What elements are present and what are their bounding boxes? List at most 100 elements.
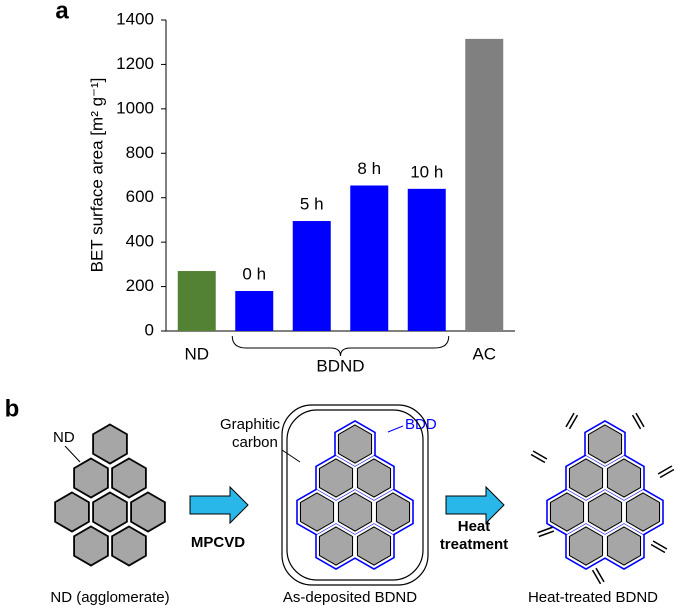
- x-tick-label: AC: [472, 344, 496, 363]
- nanodiamond-edge: [74, 526, 108, 566]
- graphitic-carbon: [281, 404, 429, 586]
- y-tick-label: 800: [126, 143, 154, 162]
- nanodiamond: [73, 457, 109, 499]
- nanodiamond-edge: [300, 492, 334, 532]
- y-tick-label: 600: [126, 187, 154, 206]
- y-tick-label: 1200: [116, 54, 154, 73]
- nanodiamond-edge: [112, 458, 146, 498]
- graphitic-fragment: [591, 569, 602, 585]
- caption: ND (agglomerate): [50, 589, 169, 606]
- y-tick-label: 400: [126, 232, 154, 251]
- graphitic-fragment: [631, 414, 642, 430]
- graphitic-fragment: [568, 414, 579, 430]
- carbon-label: carbon: [232, 434, 278, 451]
- graphitic-fragment: [657, 465, 673, 475]
- bar: [407, 188, 446, 331]
- bar: [465, 38, 504, 331]
- nanodiamond-edge: [338, 424, 372, 464]
- nanodiamond-edge: [588, 492, 622, 532]
- nanodiamond: [566, 455, 606, 501]
- nanodiamond-edge: [131, 492, 165, 532]
- nanodiamond-edge: [55, 492, 89, 532]
- graphitic-fragment: [650, 543, 666, 554]
- bar: [177, 271, 216, 331]
- group-brace: [231, 335, 450, 357]
- nanodiamond-edge: [607, 526, 641, 566]
- nanodiamond-edge: [319, 458, 353, 498]
- y-tick-label: 0: [145, 320, 154, 339]
- nanodiamond-edge: [112, 526, 146, 566]
- y-axis-label: BET surface area [m² g⁻¹]: [87, 78, 106, 273]
- graphitic-fragment: [530, 453, 546, 464]
- nanodiamond-edge: [74, 458, 108, 498]
- group-label: BDND: [316, 356, 364, 375]
- step-label: MPCVD: [191, 534, 245, 551]
- nanodiamond: [354, 455, 394, 501]
- bar: [235, 291, 274, 331]
- nanodiamond: [335, 489, 375, 535]
- nd-label: ND: [53, 429, 75, 446]
- nanodiamond-edge: [588, 424, 622, 464]
- nanodiamond: [92, 423, 128, 465]
- nanodiamond-edge: [376, 492, 410, 532]
- bar: [292, 221, 331, 331]
- nanodiamond: [54, 491, 90, 533]
- bdd-label: BDD: [405, 416, 437, 433]
- graphitic-fragment: [537, 526, 553, 534]
- bar-label: 5 h: [300, 195, 324, 214]
- nanodiamond: [354, 523, 394, 569]
- diagram: MPCVD Heat treatment ND Graphitic carbon…: [50, 404, 675, 606]
- graphitic-fragment: [532, 450, 548, 460]
- nanodiamond-edge: [93, 424, 127, 464]
- arrow: [189, 485, 249, 525]
- graphitic-fragment: [538, 530, 555, 538]
- nanodiamond-edge: [357, 526, 391, 566]
- nanodiamond-edge: [338, 492, 372, 532]
- nanodiamond: [604, 523, 644, 569]
- graphitic-carbon: [286, 409, 424, 581]
- bar: [350, 185, 389, 331]
- nanodiamond: [585, 421, 625, 467]
- y-tick-label: 1400: [116, 9, 154, 28]
- graphitic-fragment: [659, 468, 675, 479]
- nanodiamond: [130, 491, 166, 533]
- bar-label: 0 h: [242, 264, 266, 283]
- nanodiamond: [566, 523, 606, 569]
- nanodiamond: [111, 525, 147, 567]
- nanodiamond: [92, 491, 128, 533]
- nanodiamond-edge: [607, 458, 641, 498]
- arrow: [445, 485, 505, 525]
- nanodiamond: [316, 523, 356, 569]
- carbon-label: Graphitic: [220, 416, 281, 433]
- nanodiamond: [316, 455, 356, 501]
- nanodiamond: [335, 421, 375, 467]
- y-tick-label: 1000: [116, 98, 154, 117]
- nanodiamond: [373, 489, 413, 535]
- nanodiamond-edge: [319, 526, 353, 566]
- nanodiamond: [623, 489, 663, 535]
- bar-label: 8 h: [357, 159, 381, 178]
- graphitic-fragment: [652, 540, 668, 550]
- nanodiamond-edge: [626, 492, 660, 532]
- x-tick-label: ND: [184, 344, 209, 363]
- nanodiamond: [585, 489, 625, 535]
- nanodiamond: [73, 525, 109, 567]
- graphitic-fragment: [635, 412, 645, 428]
- nanodiamond: [111, 457, 147, 499]
- step-label: Heat: [458, 518, 491, 535]
- leader-line: [281, 449, 301, 463]
- bar-label: 10 h: [410, 162, 443, 181]
- nanodiamond: [604, 455, 644, 501]
- leader-line: [387, 425, 404, 433]
- y-tick-label: 200: [126, 276, 154, 295]
- caption: As-deposited BDND: [283, 589, 417, 606]
- step-label: treatment: [440, 536, 508, 553]
- nanodiamond: [547, 489, 587, 535]
- nanodiamond-edge: [357, 458, 391, 498]
- graphitic-fragment: [595, 567, 605, 583]
- leader-line: [64, 445, 81, 463]
- nanodiamond: [297, 489, 337, 535]
- nanodiamond-edge: [569, 458, 603, 498]
- graphitic-fragment: [565, 412, 575, 428]
